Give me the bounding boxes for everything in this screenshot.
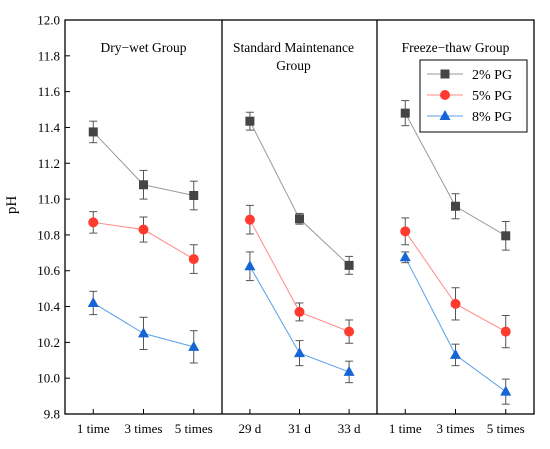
chart-panels: Dry−wet Group 1 time 3 times 5 times Standar… [77,40,525,436]
legend-marker [439,110,451,120]
data-point [450,348,461,359]
series-3 [244,251,355,384]
series-3 [87,290,200,364]
panel-2: Standard Maintenance Group 29 d 31 d 33 d [233,40,361,436]
y-tick-label: 11.4 [38,120,61,135]
series-line [404,257,507,393]
data-point [501,231,511,241]
data-point [87,296,99,307]
data-point [450,298,461,309]
legend-label: 8% PG [472,110,512,125]
legend: 2% PG 5% PG 8% PG [419,59,528,133]
series-1 [245,111,354,275]
data-point [88,217,99,228]
data-point [500,385,512,396]
x-tick-label: 3 times [437,421,475,436]
panel-title: Freeze−thaw Group [402,40,510,55]
data-point [244,214,255,225]
series-1 [400,100,511,251]
y-axis: 9.8 10.0 10.2 10.4 10.6 10.8 11.0 11.2 11.4 11.6 1… [37,13,70,422]
data-point [294,347,305,358]
data-point [189,191,199,201]
x-tick-label: 33 d [338,421,361,436]
series-2 [400,217,511,349]
series-2 [244,204,355,344]
legend-box [419,59,528,133]
legend-item: 8% PG [427,110,512,125]
panel-3: Freeze−thaw Group 1 time 3 times 5 times [389,40,525,436]
legend-marker [440,69,450,79]
x-tick-label: 1 time [389,421,422,436]
series-line [249,120,350,266]
panel-1: Dry−wet Group 1 time 3 times 5 times [77,40,213,436]
y-tick-label: 10.6 [37,263,60,278]
x-tick-label: 1 time [77,421,110,436]
data-point [138,224,149,235]
y-tick-label: 11.2 [38,156,60,171]
series-3 [399,251,512,405]
data-point [188,340,200,351]
y-tick-label: 10.0 [37,371,60,386]
data-point [344,260,354,270]
data-point [344,326,355,337]
data-point [451,201,460,211]
data-point [88,127,98,137]
x-tick-label: 31 d [288,421,311,436]
y-tick-label: 10.2 [37,335,60,350]
data-point [343,365,355,376]
legend-label: 2% PG [472,68,512,83]
data-point [400,108,410,118]
x-tick-label: 5 times [175,421,213,436]
x-tick-label: 3 times [125,421,163,436]
x-tick-label: 5 times [487,421,525,436]
data-point [500,326,511,337]
x-tick-label: 29 d [239,421,262,436]
y-tick-label: 12.0 [37,13,60,28]
data-point [188,254,199,265]
y-tick-label: 10.8 [37,227,60,242]
legend-item: 2% PG [427,68,512,83]
data-point [139,180,148,190]
panel-title: Group [276,58,311,73]
series-1 [88,120,199,211]
y-tick-label: 11.0 [38,192,60,207]
data-point [400,226,411,237]
y-axis-label: pH [4,196,20,215]
data-point [138,327,149,338]
data-point [295,214,304,224]
y-tick-label: 11.6 [38,84,61,99]
legend-item: 5% PG [427,89,512,104]
data-point [399,251,411,262]
series-2 [88,211,199,274]
data-point [245,116,255,126]
legend-label: 5% PG [472,89,512,104]
panel-title: Dry−wet Group [101,40,187,55]
y-tick-label: 11.8 [38,48,60,63]
y-tick-label: 10.4 [37,299,60,314]
panel-title: Standard Maintenance [233,40,354,55]
legend-marker [440,90,450,100]
data-point [244,260,256,271]
data-point [294,306,305,317]
y-tick-label: 9.8 [44,407,60,422]
